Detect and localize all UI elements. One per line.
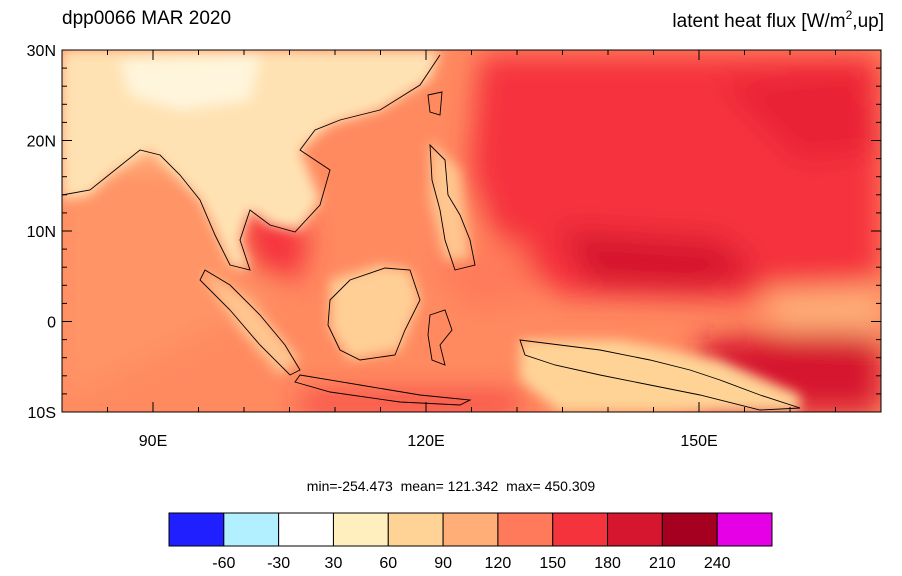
heat-flux-field bbox=[62, 50, 881, 412]
colorbar-label: -30 bbox=[267, 555, 290, 572]
x-tick-label: 150E bbox=[680, 433, 717, 450]
colorbar-swatch bbox=[332, 512, 389, 547]
colorbar-label: 90 bbox=[434, 555, 452, 572]
colorbar-swatch bbox=[223, 512, 280, 547]
variable-title-prefix: latent heat flux [W/m bbox=[672, 11, 846, 32]
colorbar: -60 -30 30 60 90 120 150 180 210 240 bbox=[168, 512, 773, 572]
y-tick-label: 20N bbox=[27, 134, 56, 151]
colorbar-label: 120 bbox=[485, 555, 512, 572]
axis-ticks: 90E 120E 150E 30N 20N 10N 0 10S bbox=[27, 43, 882, 450]
field-statistics: min=-254.473 mean= 121.342 max= 450.309 bbox=[0, 478, 902, 494]
colorbar-swatch bbox=[278, 512, 334, 547]
map-title: dpp0066 MAR 2020 bbox=[62, 8, 232, 29]
variable-title-superscript: 2 bbox=[845, 8, 853, 22]
colorbar-label: 240 bbox=[704, 555, 731, 572]
stat-max: max= 450.309 bbox=[506, 478, 596, 494]
variable-title: latent heat flux [W/m2,up] bbox=[672, 8, 884, 33]
colorbar-label: 30 bbox=[325, 555, 343, 572]
stat-mean: mean= 121.342 bbox=[400, 478, 499, 494]
colorbar-label: 210 bbox=[649, 555, 676, 572]
colorbar-swatch bbox=[661, 512, 718, 547]
x-tick-label: 90E bbox=[139, 433, 167, 450]
y-tick-label: 30N bbox=[27, 43, 56, 60]
colorbar-swatch bbox=[168, 512, 225, 547]
colorbar-label: -60 bbox=[212, 555, 235, 572]
y-tick-label: 10S bbox=[28, 405, 56, 422]
colorbar-swatch bbox=[442, 512, 499, 547]
colorbar-swatch bbox=[387, 512, 444, 547]
colorbar-swatch bbox=[497, 512, 554, 547]
x-tick-label: 120E bbox=[407, 433, 444, 450]
colorbar-label: 180 bbox=[594, 555, 621, 572]
colorbar-swatch bbox=[607, 512, 663, 547]
y-tick-label: 0 bbox=[47, 315, 56, 332]
colorbar-label: 150 bbox=[539, 555, 566, 572]
colorbar-swatch bbox=[716, 512, 773, 547]
colorbar-label: 60 bbox=[379, 555, 397, 572]
y-tick-label: 10N bbox=[27, 224, 56, 241]
variable-title-suffix: ,up] bbox=[852, 11, 884, 32]
colorbar-swatch bbox=[552, 512, 609, 547]
stat-min: min=-254.473 bbox=[306, 478, 393, 494]
